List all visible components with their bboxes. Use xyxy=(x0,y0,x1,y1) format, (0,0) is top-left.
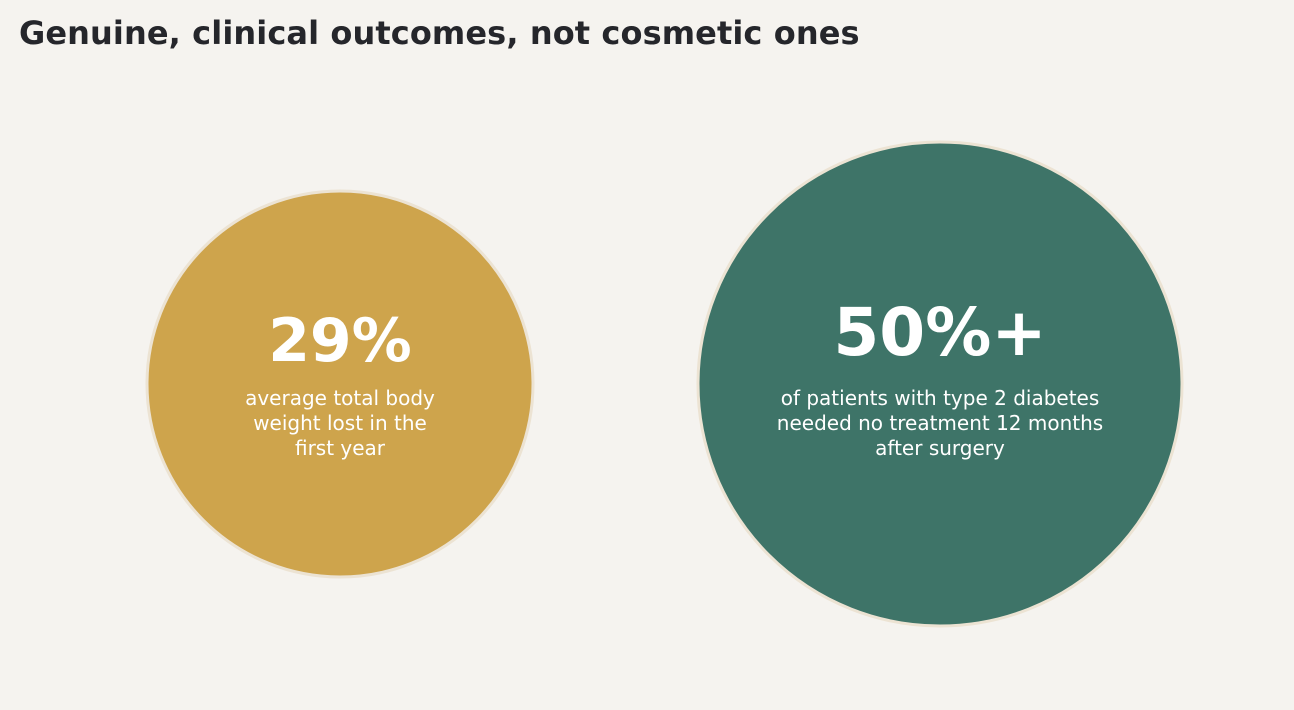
bubble-percent-weight-lost: 29% average total body weight lost in th… xyxy=(145,189,535,579)
bubble-caption-line: after surgery xyxy=(875,436,1005,460)
bubble-caption-line: first year xyxy=(295,436,386,460)
bubble-circle xyxy=(696,140,1184,628)
bubble-caption-line: average total body xyxy=(245,386,435,410)
bubble-caption-line: weight lost in the xyxy=(253,411,427,435)
bubble-caption-line: needed no treatment 12 months xyxy=(777,411,1103,435)
bubble-caption-line: of patients with type 2 diabetes xyxy=(781,386,1100,410)
bubble-circle xyxy=(145,189,535,579)
bubble-value-label: 50%+ xyxy=(833,294,1046,371)
bubble-value-label: 29% xyxy=(268,306,412,376)
bubble-diabetes-no-treatment: 50%+ of patients with type 2 diabetes ne… xyxy=(696,140,1184,628)
page-title: Genuine, clinical outcomes, not cosmetic… xyxy=(19,14,860,52)
